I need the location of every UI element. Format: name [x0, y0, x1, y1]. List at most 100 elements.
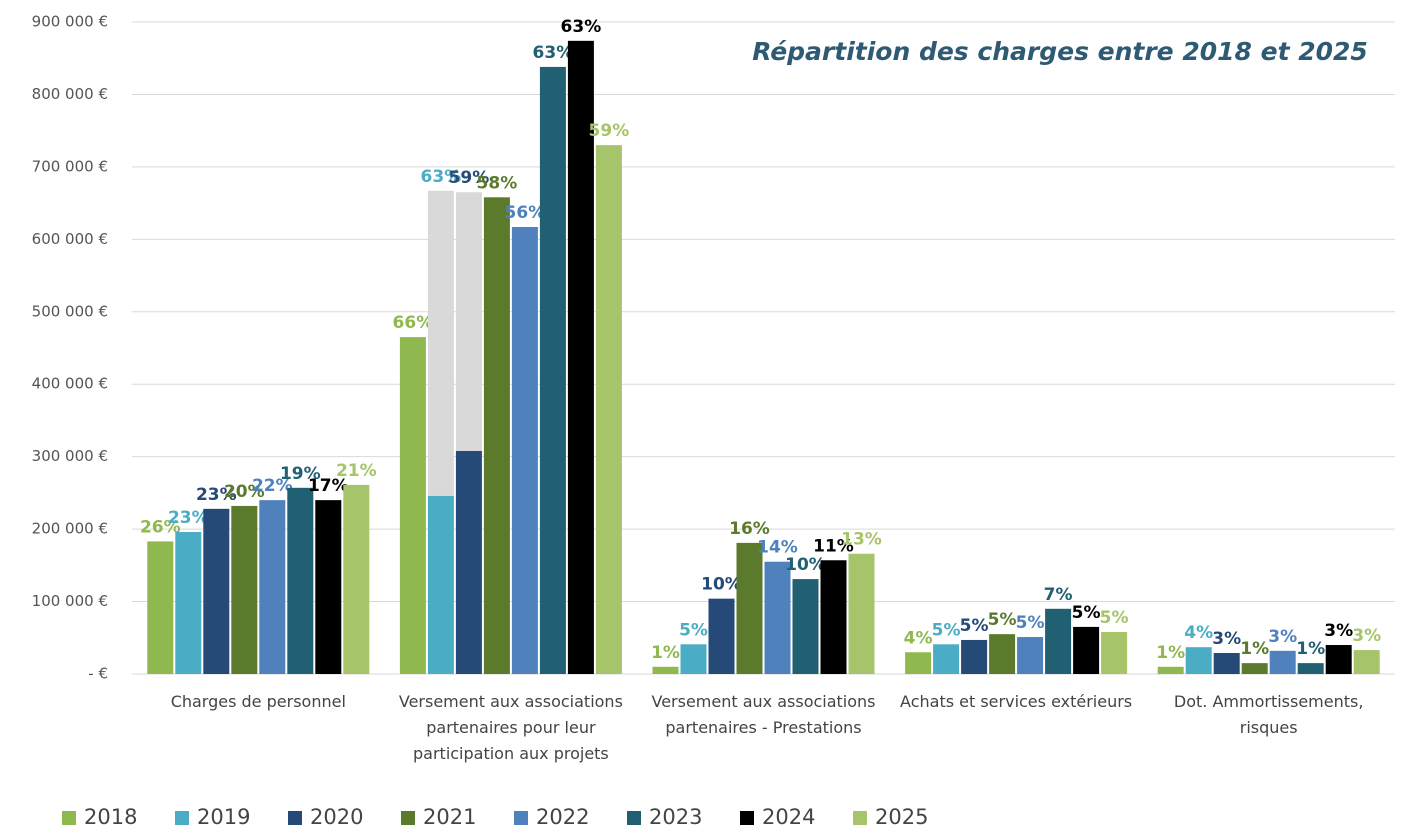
y-tick-label: - €: [88, 665, 108, 683]
share-label: 23%: [168, 508, 209, 528]
y-tick-label: 900 000 €: [32, 13, 108, 31]
stacked-bar: [455, 192, 482, 451]
bar: [259, 500, 286, 674]
legend-label: 2024: [762, 805, 815, 829]
share-label: 59%: [589, 121, 630, 141]
share-label: 59%: [449, 168, 490, 188]
share-label: 23%: [196, 485, 237, 505]
y-tick-label: 200 000 €: [32, 520, 108, 538]
share-label: 3%: [1212, 629, 1241, 649]
x-tick-label: Achats et services extérieurs: [900, 692, 1133, 711]
bar: [1157, 666, 1184, 674]
share-label: 20%: [224, 482, 265, 502]
legend-swatch: [62, 811, 76, 825]
share-label: 4%: [904, 628, 933, 648]
bar: [567, 40, 594, 674]
bar: [905, 652, 932, 674]
share-label: 26%: [140, 517, 181, 537]
bar: [595, 145, 622, 675]
bar: [961, 639, 988, 674]
legend-swatch: [853, 811, 867, 825]
bar: [147, 541, 174, 674]
legend-label: 2018: [84, 805, 137, 829]
share-label: 10%: [785, 555, 826, 575]
share-label: 3%: [1352, 626, 1381, 646]
bar: [1101, 631, 1128, 674]
bar: [764, 561, 791, 674]
bar: [652, 666, 679, 674]
bar: [1325, 645, 1352, 674]
y-tick-label: 800 000 €: [32, 85, 108, 103]
x-tick-label: Dot. Ammortissements, risques: [1173, 692, 1364, 737]
y-tick-label: 300 000 €: [32, 447, 108, 465]
y-tick-label: 700 000 €: [32, 157, 108, 175]
bar: [1213, 652, 1240, 674]
bar: [708, 598, 735, 674]
share-label: 10%: [701, 575, 742, 595]
share-label: 66%: [393, 313, 434, 333]
share-label: 22%: [252, 476, 293, 496]
share-label: 5%: [1072, 603, 1101, 623]
share-label: 5%: [988, 610, 1017, 630]
share-label: 63%: [421, 167, 462, 187]
bar: [1241, 663, 1268, 674]
stacked-bar: [427, 190, 454, 496]
legend-label: 2025: [875, 805, 928, 829]
bar: [483, 197, 510, 674]
y-tick-label: 500 000 €: [32, 302, 108, 320]
share-label: 5%: [932, 620, 961, 640]
bar: [455, 450, 482, 674]
share-label: 63%: [561, 17, 602, 37]
bar: [343, 484, 370, 674]
bar: [231, 505, 258, 674]
share-label: 5%: [1016, 613, 1045, 633]
bar: [203, 508, 230, 674]
bar: [736, 542, 763, 674]
share-label: 21%: [336, 461, 377, 481]
bar: [1045, 608, 1072, 674]
bar: [427, 495, 454, 674]
bar: [1017, 637, 1044, 674]
bar: [287, 487, 314, 674]
bar: [1073, 626, 1100, 674]
bar: [792, 579, 819, 674]
share-label: 4%: [1184, 623, 1213, 643]
share-label: 16%: [729, 519, 770, 539]
bar: [511, 227, 538, 675]
share-label: 3%: [1268, 627, 1297, 647]
share-label: 13%: [841, 530, 882, 550]
bar: [175, 532, 202, 674]
legend-label: 2023: [649, 805, 702, 829]
bar: [1185, 647, 1212, 674]
share-label: 58%: [477, 173, 518, 193]
legend-swatch: [401, 811, 415, 825]
legend-label: 2021: [423, 805, 476, 829]
share-label: 1%: [1240, 639, 1269, 659]
share-label: 5%: [1100, 608, 1129, 628]
legend-swatch: [627, 811, 641, 825]
y-tick-label: 100 000 €: [32, 592, 108, 610]
y-tick-label: 400 000 €: [32, 375, 108, 393]
bar: [399, 337, 426, 674]
legend-swatch: [175, 811, 189, 825]
legend-swatch: [288, 811, 302, 825]
legend-label: 2020: [310, 805, 363, 829]
bar: [315, 500, 342, 674]
share-label: 5%: [960, 616, 989, 636]
bar: [1269, 650, 1296, 674]
share-label: 56%: [505, 203, 546, 223]
x-tick-label: Versement aux associations partenaires p…: [398, 692, 623, 763]
bar: [1297, 663, 1324, 674]
x-tick-label: Charges de personnel: [170, 692, 346, 711]
legend-label: 2019: [197, 805, 250, 829]
bar: [1353, 650, 1380, 674]
legend-swatch: [740, 811, 754, 825]
y-tick-label: 600 000 €: [32, 230, 108, 248]
share-label: 7%: [1044, 585, 1073, 605]
x-tick-label: Versement aux associations partenaires -…: [651, 692, 876, 737]
bar: [680, 644, 707, 674]
bar: [989, 634, 1016, 674]
bar: [848, 553, 875, 674]
